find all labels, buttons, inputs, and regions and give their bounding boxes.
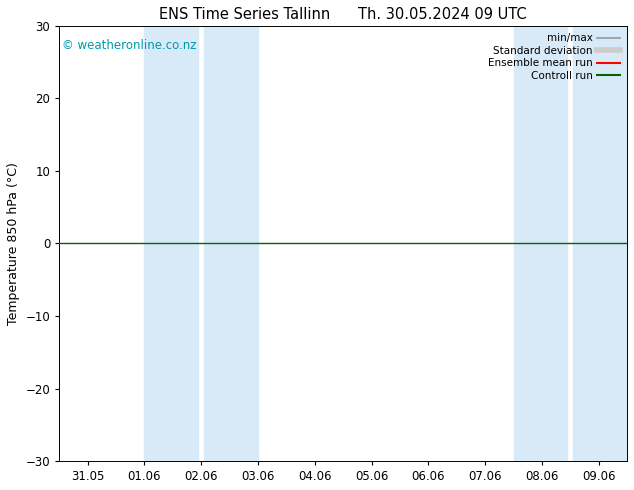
Bar [573,26,627,461]
Legend: min/max, Standard deviation, Ensemble mean run, Controll run: min/max, Standard deviation, Ensemble me… [486,31,622,83]
Text: © weatheronline.co.nz: © weatheronline.co.nz [62,39,197,52]
Bar [514,26,567,461]
Bar [145,26,198,461]
Title: ENS Time Series Tallinn      Th. 30.05.2024 09 UTC: ENS Time Series Tallinn Th. 30.05.2024 0… [159,7,527,22]
Y-axis label: Temperature 850 hPa (°C): Temperature 850 hPa (°C) [7,162,20,325]
Bar [204,26,258,461]
